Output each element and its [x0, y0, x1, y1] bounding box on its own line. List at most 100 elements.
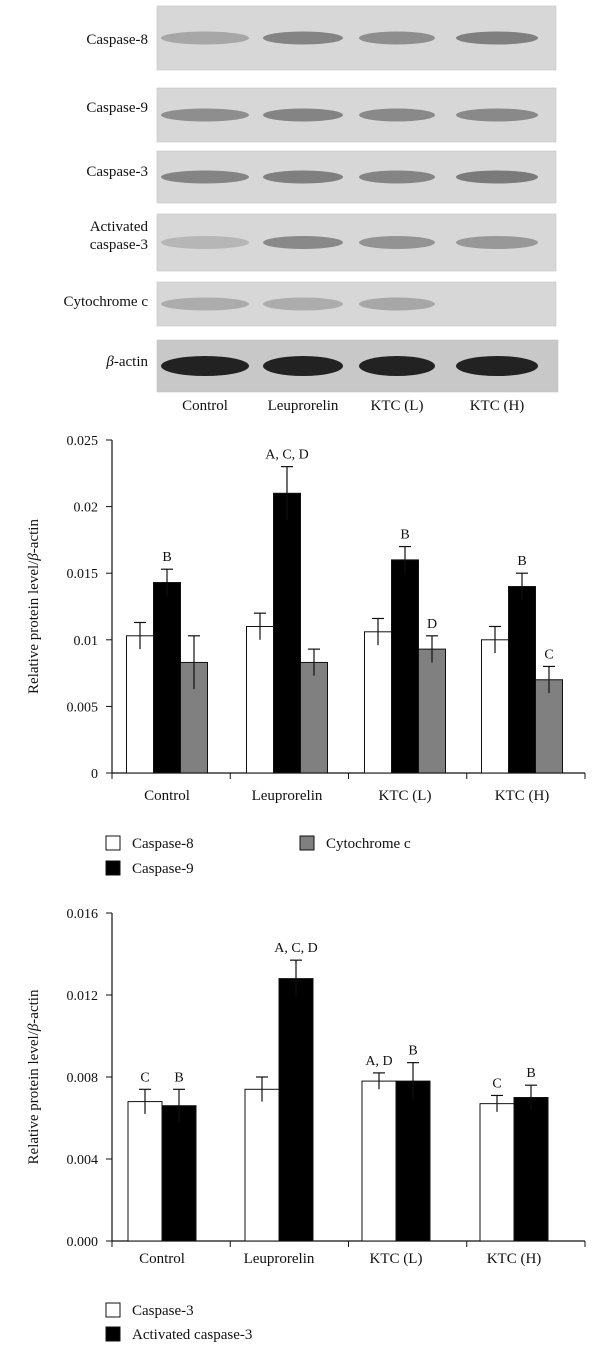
- blot-row: β-actin: [105, 339, 559, 393]
- blot-row-label-greek: β: [105, 354, 114, 370]
- bar: [246, 625, 274, 774]
- bar: [300, 661, 328, 774]
- blot-band: [359, 170, 435, 184]
- blot-band: [161, 170, 249, 184]
- significance-label: B: [517, 554, 526, 569]
- bar: [244, 1088, 280, 1242]
- blot-row: Cytochrome c: [63, 281, 557, 327]
- bar: [278, 978, 314, 1242]
- y-tick-label: 0.01: [74, 634, 99, 649]
- blot-row: Caspase-8: [86, 5, 557, 71]
- legend: Caspase-8 Cytochrome c Caspase-9: [105, 835, 411, 877]
- blot-band: [359, 236, 435, 249]
- y-tick-label: 0.016: [67, 907, 99, 922]
- blot-band: [263, 170, 343, 184]
- y-axis-title-text: -actin: [26, 519, 42, 554]
- significance-label: A, D: [365, 1054, 392, 1069]
- y-tick-label: 0.000: [67, 1235, 99, 1250]
- significance-label: D: [427, 617, 437, 632]
- blot-band: [161, 297, 249, 311]
- significance-label: B: [174, 1070, 183, 1085]
- blot-band: [456, 236, 538, 249]
- blot-row-label: Activated: [90, 219, 149, 235]
- significance-label: C: [140, 1070, 149, 1085]
- blot-band: [456, 170, 538, 184]
- blot-band: [359, 108, 435, 122]
- blot-band: [161, 31, 249, 45]
- blot-band: [456, 31, 538, 45]
- blot-band: [456, 108, 538, 122]
- blot-band: [161, 356, 249, 376]
- y-axis-title-text: Relative protein level/: [26, 1030, 42, 1164]
- bar: [395, 1080, 431, 1242]
- bar: [273, 492, 301, 774]
- y-tick-label: 0: [91, 767, 98, 782]
- bar: [513, 1097, 549, 1242]
- blot-row-label: caspase-3: [90, 237, 148, 253]
- x-category-label: KTC (L): [379, 788, 432, 804]
- blot-lane-label: KTC (L): [371, 398, 424, 414]
- legend-swatch: [299, 835, 315, 851]
- blot-row-label: Caspase-8: [86, 32, 148, 48]
- y-axis-title-greek: β: [26, 1023, 42, 1032]
- blot-band: [161, 236, 249, 249]
- blot-band: [263, 31, 343, 45]
- significance-label: C: [492, 1076, 501, 1091]
- bar: [127, 1101, 163, 1242]
- bar: [153, 582, 181, 774]
- blot-lane-label: Control: [182, 398, 228, 414]
- western-blot-panel: Caspase-8 Caspase-9 Caspase-3 Activated casp…: [63, 5, 559, 414]
- x-category-label: Control: [144, 788, 190, 804]
- x-category-label: KTC (H): [487, 1251, 542, 1267]
- blot-row-label: Caspase-9: [86, 100, 148, 116]
- x-category-label: Leuprorelin: [244, 1251, 315, 1267]
- bar: [161, 1105, 197, 1242]
- y-tick-label: 0.025: [67, 434, 99, 449]
- blot-band: [359, 297, 435, 311]
- blot-row-label: Caspase-3: [86, 164, 148, 180]
- significance-label: B: [162, 550, 171, 565]
- blot-row-label: β-actin: [105, 354, 148, 370]
- bar: [418, 648, 446, 774]
- significance-label: A, C, D: [265, 448, 309, 463]
- x-category-label: KTC (H): [495, 788, 550, 804]
- blot-lane-label: Leuprorelin: [268, 398, 339, 414]
- bar: [479, 1103, 515, 1242]
- y-axis-title-greek: β: [26, 553, 42, 562]
- y-tick-label: 0.005: [67, 700, 99, 715]
- x-category-label: Leuprorelin: [252, 788, 323, 804]
- blot-band: [263, 356, 343, 376]
- legend-label: Cytochrome c: [326, 836, 411, 852]
- legend-swatch: [105, 860, 121, 876]
- bar: [364, 631, 392, 774]
- legend-label: Activated caspase-3: [132, 1327, 252, 1343]
- x-category-label: Control: [139, 1251, 185, 1267]
- y-tick-label: 0.008: [67, 1071, 99, 1086]
- blot-lane-label: KTC (H): [470, 398, 525, 414]
- y-axis-title-text: Relative protein level/: [26, 560, 42, 694]
- significance-label: B: [526, 1066, 535, 1081]
- significance-label: B: [400, 528, 409, 543]
- x-category-label: KTC (L): [370, 1251, 423, 1267]
- blot-band: [456, 356, 538, 376]
- legend: Caspase-3 Activated caspase-3: [105, 1302, 252, 1343]
- significance-label: B: [408, 1044, 417, 1059]
- y-axis-title: Relative protein level/β-actin: [26, 519, 42, 694]
- caspase-chart: 0 0.005 0.01 0.015 0.02 0.025 Control Leuprorel…: [26, 434, 586, 877]
- bar: [361, 1080, 397, 1242]
- legend-swatch: [105, 1302, 121, 1318]
- blot-row-label-text: -actin: [114, 354, 149, 370]
- blot-band: [359, 31, 435, 45]
- y-tick-label: 0.004: [67, 1153, 99, 1168]
- y-tick-label: 0.012: [67, 989, 99, 1004]
- caspase3-chart: 0.000 0.004 0.008 0.012 0.016 Control Leuprore…: [26, 907, 586, 1343]
- y-axis-title-text: -actin: [26, 989, 42, 1024]
- blot-band: [263, 108, 343, 122]
- bar: [391, 559, 419, 774]
- legend-label: Caspase-9: [132, 861, 194, 877]
- bar: [481, 639, 509, 774]
- legend-label: Caspase-3: [132, 1303, 194, 1319]
- blot-row: Caspase-9: [86, 87, 557, 143]
- y-tick-label: 0.015: [67, 567, 99, 582]
